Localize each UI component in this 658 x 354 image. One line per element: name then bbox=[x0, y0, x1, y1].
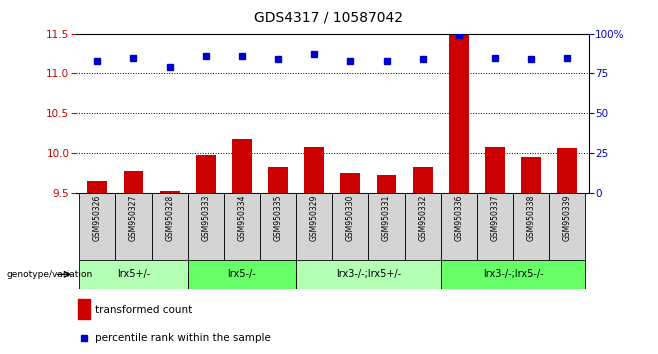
Bar bbox=[521, 157, 541, 193]
Bar bbox=[260, 193, 296, 260]
Bar bbox=[188, 193, 224, 260]
Bar bbox=[160, 190, 180, 193]
Bar bbox=[332, 193, 368, 260]
Bar bbox=[79, 193, 115, 260]
Bar bbox=[268, 167, 288, 193]
Bar bbox=[441, 193, 477, 260]
Bar bbox=[151, 193, 188, 260]
Bar bbox=[124, 171, 143, 193]
Text: lrx3-/-;lrx5-/-: lrx3-/-;lrx5-/- bbox=[483, 269, 544, 279]
Text: GSM950338: GSM950338 bbox=[526, 195, 536, 241]
Text: GSM950326: GSM950326 bbox=[93, 195, 102, 241]
Bar bbox=[485, 147, 505, 193]
Bar bbox=[557, 148, 577, 193]
Bar bbox=[304, 147, 324, 193]
Text: GSM950336: GSM950336 bbox=[454, 195, 463, 241]
Text: lrx5+/-: lrx5+/- bbox=[117, 269, 150, 279]
Text: GSM950331: GSM950331 bbox=[382, 195, 391, 241]
Bar bbox=[549, 193, 586, 260]
Text: GSM950329: GSM950329 bbox=[310, 195, 318, 241]
Text: GDS4317 / 10587042: GDS4317 / 10587042 bbox=[255, 11, 403, 25]
Bar bbox=[78, 299, 89, 319]
Text: genotype/variation: genotype/variation bbox=[7, 270, 93, 279]
Bar bbox=[196, 155, 216, 193]
Bar bbox=[79, 260, 188, 289]
Text: lrx5-/-: lrx5-/- bbox=[228, 269, 257, 279]
Text: transformed count: transformed count bbox=[95, 305, 192, 315]
Bar bbox=[188, 260, 296, 289]
Bar bbox=[449, 35, 468, 193]
Text: GSM950335: GSM950335 bbox=[274, 195, 282, 241]
Text: GSM950330: GSM950330 bbox=[346, 195, 355, 241]
Text: GSM950334: GSM950334 bbox=[238, 195, 247, 241]
Text: GSM950339: GSM950339 bbox=[563, 195, 572, 241]
Bar bbox=[441, 260, 586, 289]
Bar bbox=[405, 193, 441, 260]
Bar bbox=[232, 139, 252, 193]
Bar bbox=[88, 181, 107, 193]
Text: GSM950332: GSM950332 bbox=[418, 195, 427, 241]
Bar bbox=[340, 173, 361, 193]
Bar bbox=[296, 193, 332, 260]
Text: GSM950333: GSM950333 bbox=[201, 195, 211, 241]
Bar bbox=[368, 193, 405, 260]
Text: percentile rank within the sample: percentile rank within the sample bbox=[95, 333, 271, 343]
Text: lrx3-/-;lrx5+/-: lrx3-/-;lrx5+/- bbox=[336, 269, 401, 279]
Bar bbox=[115, 193, 151, 260]
Text: GSM950327: GSM950327 bbox=[129, 195, 138, 241]
Bar bbox=[224, 193, 260, 260]
Bar bbox=[477, 193, 513, 260]
Text: GSM950328: GSM950328 bbox=[165, 195, 174, 241]
Text: GSM950337: GSM950337 bbox=[490, 195, 499, 241]
Bar bbox=[513, 193, 549, 260]
Bar bbox=[413, 167, 432, 193]
Bar bbox=[296, 260, 441, 289]
Bar bbox=[376, 175, 396, 193]
